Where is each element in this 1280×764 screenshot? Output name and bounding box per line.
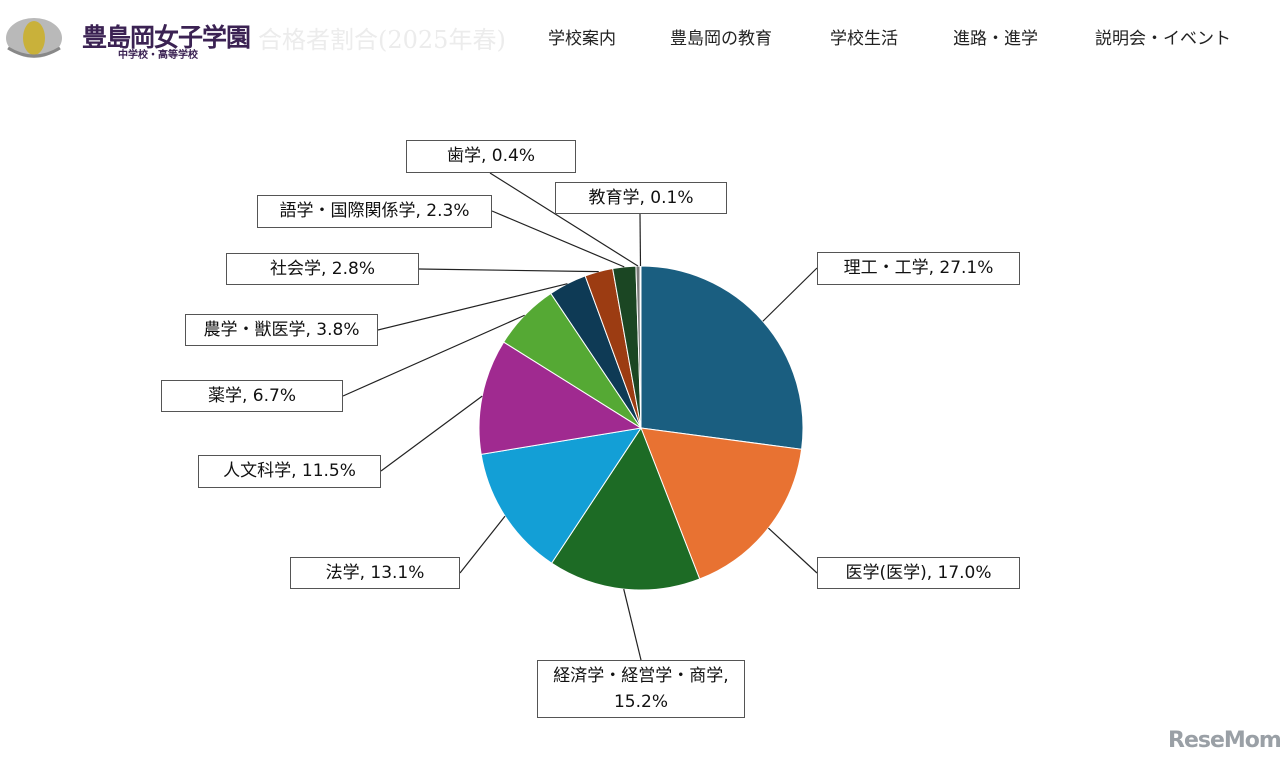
data-label: 教育学, 0.1% [555,182,727,214]
leader-line [623,588,642,661]
pie-slice [480,427,643,564]
leader-line [418,268,599,273]
pie-slice [640,265,804,450]
leader-line [459,515,506,574]
data-label: 歯学, 0.4% [406,140,576,173]
leader-line [380,395,483,472]
data-label: 経済学・経営学・商学, 15.2% [537,660,745,718]
data-label: 薬学, 6.7% [161,380,343,412]
logo-subtitle: 中学校・高等学校 [118,50,198,61]
header: 豊島岡女子学園 中学校・高等学校 合格者割合(2025年春) 学校案内 豊島岡の… [0,0,1280,75]
page-title: 合格者割合(2025年春) [258,26,506,54]
leader-line [377,283,568,331]
data-label: 語学・国際関係学, 2.3% [257,195,492,228]
nav-link[interactable]: 進路・進学 [953,29,1038,49]
logo-title[interactable]: 豊島岡女子学園 [82,23,251,52]
data-label: 農学・獣医学, 3.8% [185,314,378,346]
pie-slice [640,427,803,580]
data-label: 社会学, 2.8% [226,253,419,285]
data-label: 人文科学, 11.5% [198,455,381,488]
pie-slice [550,426,701,591]
data-label: 法学, 13.1% [290,557,460,589]
leader-line [491,210,625,268]
nav-link[interactable]: 学校案内 [548,29,616,49]
leader-line [762,267,818,322]
pie-slice [478,341,643,455]
leader-line [767,527,818,574]
nav-link[interactable]: 学校生活 [830,29,898,49]
nav-link[interactable]: 説明会・イベント [1095,29,1231,49]
watermark: ReseMom [1168,728,1280,753]
data-label: 理工・工学, 27.1% [817,252,1020,285]
nav-link[interactable]: 豊島岡の教育 [670,29,772,49]
data-label: 医学(医学), 17.0% [817,557,1020,589]
leader-line [342,314,525,397]
logo-emblem[interactable] [4,8,74,68]
leader-line [489,172,639,267]
